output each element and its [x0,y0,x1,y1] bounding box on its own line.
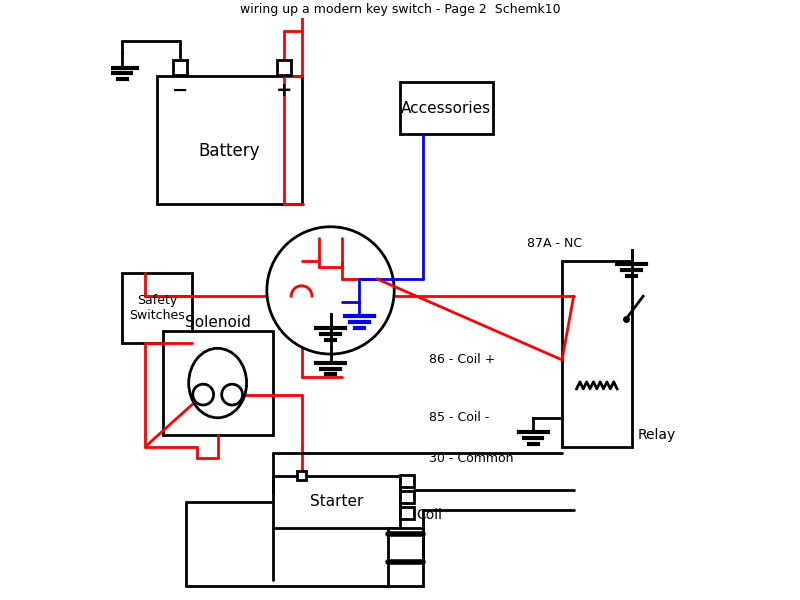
Text: Relay: Relay [638,428,675,442]
Text: Accessories: Accessories [402,101,491,116]
Text: 87A - NC: 87A - NC [527,237,582,250]
Title: wiring up a modern key switch - Page 2  Schemk10: wiring up a modern key switch - Page 2 S… [240,3,560,16]
Text: −: − [172,81,188,100]
Text: 86 - Coil +: 86 - Coil + [429,353,495,367]
Circle shape [267,227,394,354]
Ellipse shape [189,348,246,418]
Text: Coil: Coil [416,508,442,522]
Text: 85 - Coil -: 85 - Coil - [429,411,490,424]
FancyBboxPatch shape [389,528,423,586]
FancyBboxPatch shape [298,472,306,480]
Circle shape [193,384,214,405]
FancyBboxPatch shape [277,61,291,75]
FancyBboxPatch shape [273,476,400,528]
Text: Safety
Switches: Safety Switches [129,294,185,322]
Circle shape [222,384,242,405]
FancyBboxPatch shape [122,273,191,343]
Text: +: + [276,81,293,100]
Text: Solenoid: Solenoid [185,315,250,330]
FancyBboxPatch shape [157,76,302,203]
FancyBboxPatch shape [562,262,631,447]
Text: 30 - Common: 30 - Common [429,452,514,465]
FancyBboxPatch shape [400,508,414,519]
FancyBboxPatch shape [400,491,414,503]
FancyBboxPatch shape [400,82,493,134]
Text: Starter: Starter [310,494,363,509]
FancyBboxPatch shape [162,331,273,435]
Text: Battery: Battery [198,142,260,160]
FancyBboxPatch shape [173,61,187,75]
FancyBboxPatch shape [400,475,414,487]
